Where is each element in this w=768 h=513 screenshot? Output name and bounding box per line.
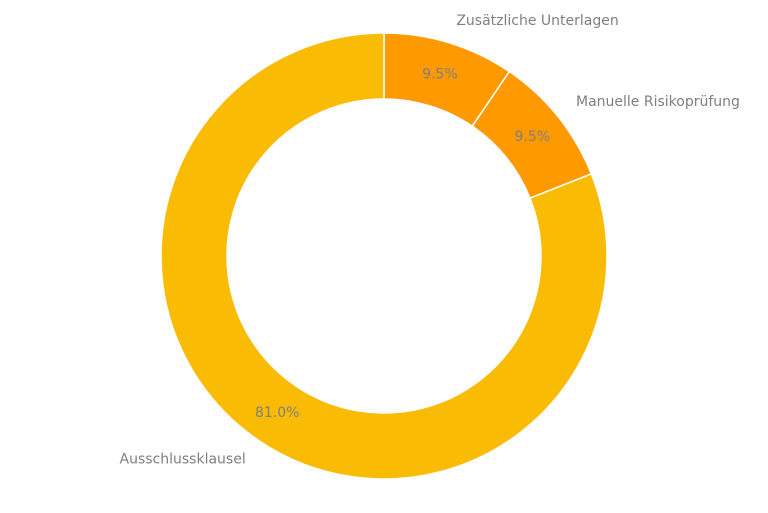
percentage-label: 81.0% xyxy=(255,405,299,421)
category-label: Zusätzliche Unterlagen xyxy=(456,13,618,29)
category-label: Ausschlussklausel xyxy=(120,451,246,467)
percentage-label: 9.5% xyxy=(422,66,458,82)
percentage-label: 9.5% xyxy=(514,129,550,145)
slice-ausschlussklausel xyxy=(160,32,608,480)
category-label: Manuelle Risikoprüfung xyxy=(576,94,740,110)
